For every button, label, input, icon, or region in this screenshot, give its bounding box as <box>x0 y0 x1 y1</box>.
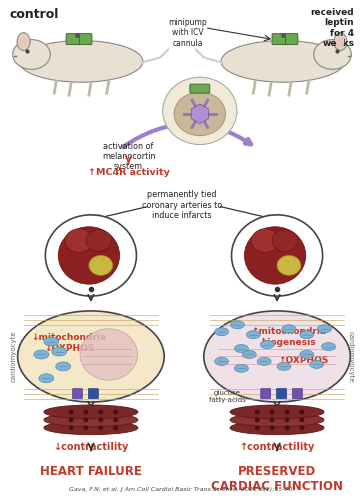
FancyBboxPatch shape <box>277 388 286 398</box>
Ellipse shape <box>285 426 289 430</box>
Text: minipump
with ICV
cannula: minipump with ICV cannula <box>169 18 207 48</box>
Ellipse shape <box>334 32 347 50</box>
FancyBboxPatch shape <box>88 388 98 398</box>
FancyBboxPatch shape <box>272 34 298 44</box>
Text: ↑OXPHOS: ↑OXPHOS <box>278 356 329 366</box>
Ellipse shape <box>285 418 289 422</box>
Ellipse shape <box>163 77 237 144</box>
Text: ↓mitochondria
↓OXPHOS: ↓mitochondria ↓OXPHOS <box>32 332 107 353</box>
Ellipse shape <box>113 410 118 414</box>
Ellipse shape <box>83 418 88 422</box>
Text: HEART FAILURE: HEART FAILURE <box>40 466 142 478</box>
Text: ↑MC4R activity: ↑MC4R activity <box>88 168 170 177</box>
Ellipse shape <box>80 328 138 380</box>
Text: control: control <box>10 8 59 21</box>
Text: PRESERVED
CARDIAC FUNCTION: PRESERVED CARDIAC FUNCTION <box>211 466 343 493</box>
Text: cardiomyocyte: cardiomyocyte <box>11 330 17 382</box>
Ellipse shape <box>46 215 136 296</box>
Ellipse shape <box>230 413 324 427</box>
Ellipse shape <box>232 215 323 296</box>
Ellipse shape <box>89 256 113 276</box>
Ellipse shape <box>19 40 143 82</box>
Ellipse shape <box>234 344 248 352</box>
Ellipse shape <box>255 426 260 430</box>
Ellipse shape <box>230 421 324 434</box>
Ellipse shape <box>300 330 314 338</box>
Ellipse shape <box>98 410 103 414</box>
Ellipse shape <box>98 418 103 422</box>
Ellipse shape <box>255 410 260 414</box>
Ellipse shape <box>44 413 138 427</box>
Text: permanently tied
coronary arteries to
induce infarcts: permanently tied coronary arteries to in… <box>142 190 222 220</box>
Ellipse shape <box>230 321 244 328</box>
Ellipse shape <box>83 426 88 430</box>
Ellipse shape <box>215 358 229 366</box>
Text: ↑mitochondria
biogenesis: ↑mitochondria biogenesis <box>252 327 327 347</box>
Ellipse shape <box>13 40 50 70</box>
Text: cardiomyocyte: cardiomyocyte <box>347 330 353 382</box>
Ellipse shape <box>113 426 118 430</box>
Ellipse shape <box>221 40 345 82</box>
Text: received
leptin
for 4
weeks: received leptin for 4 weeks <box>310 8 354 48</box>
Ellipse shape <box>44 337 59 346</box>
FancyBboxPatch shape <box>261 388 270 398</box>
Ellipse shape <box>299 410 304 414</box>
Text: Gava, F.N. et al. J Am Coll Cardiol Basic Trans Science. 2021;6(1):55-70.: Gava, F.N. et al. J Am Coll Cardiol Basi… <box>69 487 295 492</box>
Ellipse shape <box>44 405 138 419</box>
FancyBboxPatch shape <box>292 388 302 398</box>
Ellipse shape <box>17 32 30 50</box>
Ellipse shape <box>17 311 164 402</box>
Ellipse shape <box>282 325 296 332</box>
Ellipse shape <box>65 228 93 252</box>
Ellipse shape <box>83 410 88 414</box>
Ellipse shape <box>299 426 304 430</box>
Ellipse shape <box>285 410 289 414</box>
Text: ↓contractility: ↓contractility <box>53 442 128 452</box>
Ellipse shape <box>270 410 274 414</box>
Ellipse shape <box>322 342 336 350</box>
Ellipse shape <box>277 362 291 370</box>
Text: glucose
fatty acids: glucose fatty acids <box>209 390 246 403</box>
Ellipse shape <box>336 36 344 48</box>
Ellipse shape <box>86 230 112 252</box>
Ellipse shape <box>251 228 279 252</box>
Ellipse shape <box>44 421 138 434</box>
Ellipse shape <box>260 340 274 348</box>
Ellipse shape <box>255 418 260 422</box>
Ellipse shape <box>204 311 350 402</box>
Text: ↑contractility: ↑contractility <box>240 442 315 452</box>
Ellipse shape <box>39 374 54 382</box>
Ellipse shape <box>69 426 74 430</box>
Ellipse shape <box>257 358 271 366</box>
Ellipse shape <box>277 256 301 276</box>
Ellipse shape <box>314 40 351 70</box>
FancyBboxPatch shape <box>72 388 83 398</box>
Ellipse shape <box>52 347 67 356</box>
Ellipse shape <box>56 362 71 371</box>
Ellipse shape <box>270 426 274 430</box>
Ellipse shape <box>58 227 120 284</box>
Ellipse shape <box>310 360 324 368</box>
Ellipse shape <box>318 325 332 332</box>
Ellipse shape <box>244 227 306 284</box>
Ellipse shape <box>270 418 274 422</box>
Ellipse shape <box>215 328 229 336</box>
Ellipse shape <box>300 350 314 358</box>
Ellipse shape <box>174 92 226 136</box>
Ellipse shape <box>69 418 74 422</box>
Ellipse shape <box>272 230 298 252</box>
Ellipse shape <box>242 350 256 358</box>
FancyBboxPatch shape <box>190 84 210 93</box>
Ellipse shape <box>230 405 324 419</box>
Ellipse shape <box>20 36 28 48</box>
Ellipse shape <box>299 418 304 422</box>
Ellipse shape <box>34 350 49 359</box>
FancyBboxPatch shape <box>66 34 92 44</box>
Ellipse shape <box>113 418 118 422</box>
Text: activation of
melanocortin
system: activation of melanocortin system <box>102 142 155 172</box>
Ellipse shape <box>98 426 103 430</box>
Ellipse shape <box>246 330 260 338</box>
Ellipse shape <box>234 364 248 372</box>
Ellipse shape <box>69 410 74 414</box>
